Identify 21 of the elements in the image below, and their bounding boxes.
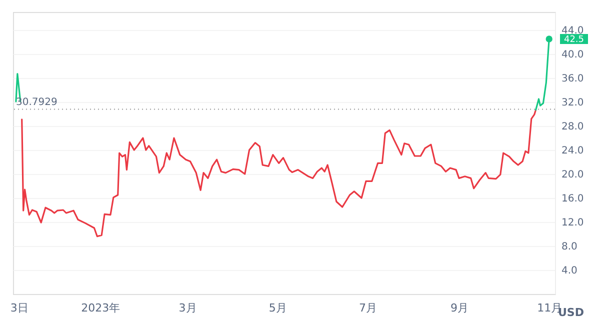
line-series [21, 109, 537, 238]
y-tick-label: 32.0 [562, 98, 584, 108]
annotation: 42.5 [564, 35, 584, 45]
x-tick-label: 3月 [178, 302, 197, 314]
x-tick-label: 2023年 [81, 302, 120, 314]
y-tick-label: 36.0 [562, 74, 584, 84]
y-tick-label: 4.0 [562, 266, 578, 276]
y-tick-label: 44.0 [562, 26, 584, 36]
x-tick-label: 3日 [10, 302, 28, 314]
ref-line-label: 30.7929 [16, 97, 58, 108]
y-tick-label: 40.0 [562, 50, 584, 60]
y-tick-label: 20.0 [562, 170, 584, 180]
y-tick-label: 28.0 [562, 122, 584, 132]
x-tick-label: 5月 [268, 302, 287, 314]
y-tick-label: 12.0 [562, 218, 584, 228]
x-tick-label: 9月 [450, 302, 469, 314]
y-tick-label: 24.0 [562, 146, 584, 156]
y-tick-label: 16.0 [562, 194, 584, 204]
y-axis-title: USD [558, 306, 584, 319]
y-tick-label: 8.0 [562, 242, 578, 252]
x-tick-label: 7月 [358, 302, 377, 314]
